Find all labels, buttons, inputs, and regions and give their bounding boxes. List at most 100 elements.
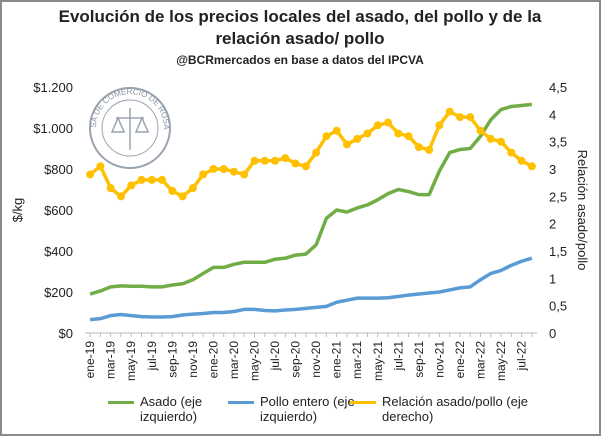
point — [188, 184, 197, 193]
y-tick-label: $200 — [44, 285, 73, 300]
logo-ring — [89, 87, 171, 169]
x-tick-label: mar-22 — [474, 341, 488, 379]
point — [301, 162, 310, 171]
chart-title: Evolución de los precios locales del asa… — [59, 7, 542, 48]
point — [322, 132, 331, 141]
point — [312, 148, 321, 157]
x-tick-label: jul-22 — [515, 341, 529, 372]
x-tick-label: jul-20 — [268, 341, 282, 372]
x-tick-label: nov-19 — [186, 341, 200, 378]
chart-subtitle: @BCRmercados en base a datos del IPCVA — [176, 53, 424, 67]
y2-tick-label: 3 — [549, 162, 556, 177]
y-axis-label: $/kg — [10, 198, 25, 223]
chart-title-line: Evolución de los precios locales del asa… — [59, 7, 542, 26]
point — [394, 129, 403, 138]
point — [137, 175, 146, 184]
point — [455, 113, 464, 122]
legend-label: Asado (eje izquierdo) — [140, 394, 203, 424]
x-tick-label: sep-21 — [412, 341, 426, 378]
x-tick-label: mar-21 — [350, 341, 364, 379]
y2-tick-label: 1 — [549, 271, 556, 286]
point — [486, 134, 495, 143]
point — [199, 170, 208, 179]
logo-ring — [101, 99, 159, 157]
point — [147, 175, 156, 184]
x-tick-label: may-22 — [494, 341, 508, 381]
x-tick-label: ene-21 — [330, 341, 344, 379]
point — [260, 156, 269, 165]
point — [414, 143, 423, 152]
x-tick-label: sep-20 — [289, 341, 303, 378]
legend-swatch — [228, 401, 254, 404]
y-tick-label: $1.000 — [33, 121, 73, 136]
point — [425, 145, 434, 154]
point — [517, 156, 526, 165]
y-tick-label: $0 — [59, 326, 73, 341]
point — [158, 175, 167, 184]
point — [271, 156, 280, 165]
x-tick-label: may-21 — [371, 341, 385, 381]
point — [86, 170, 95, 179]
point — [497, 137, 506, 146]
point — [291, 159, 300, 168]
point — [240, 170, 249, 179]
point — [281, 154, 290, 163]
x-tick-label: ene-20 — [206, 341, 220, 379]
x-tick-label: nov-20 — [309, 341, 323, 378]
point — [476, 126, 485, 135]
series-line — [89, 102, 533, 296]
legend-item: Pollo entero (eje izquierdo) — [228, 394, 365, 424]
point — [353, 134, 362, 143]
y2-axis-label: Relación asado/pollo — [575, 150, 590, 271]
point — [229, 167, 238, 176]
y2-tick-label: 0,5 — [549, 299, 567, 314]
point — [373, 121, 382, 130]
legend-label: Pollo entero (eje izquierdo) — [260, 394, 355, 424]
x-tick-label: ene-19 — [83, 341, 97, 379]
x-tick-label: mar-20 — [227, 341, 241, 379]
point — [342, 140, 351, 149]
point — [96, 162, 105, 171]
point — [106, 184, 115, 193]
y2-tick-label: 3,5 — [549, 135, 567, 150]
point — [384, 118, 393, 127]
point — [116, 192, 125, 201]
point — [250, 156, 259, 165]
legend-label: Relación asado/pollo (eje derecho) — [382, 394, 528, 424]
logo-icon — [110, 108, 150, 150]
y2-tick-label: 2 — [549, 217, 556, 232]
point — [466, 113, 475, 122]
y-tick-label: $400 — [44, 244, 73, 259]
legend-swatch — [350, 401, 376, 404]
chart-title-line: relación asado/ pollo — [215, 29, 384, 48]
point — [209, 165, 218, 173]
x-tick-label: ene-22 — [453, 341, 467, 379]
y-tick-label: $800 — [44, 162, 73, 177]
point — [219, 165, 228, 173]
y-tick-label: $1.200 — [33, 80, 73, 95]
y2-tick-label: 0 — [549, 326, 556, 341]
point — [168, 186, 177, 195]
x-tick-label: sep-19 — [165, 341, 179, 378]
legend-item: Relación asado/pollo (eje derecho) — [350, 394, 532, 424]
x-tick-label: nov-21 — [432, 341, 446, 378]
point — [435, 121, 444, 130]
point — [127, 181, 136, 190]
point — [332, 126, 341, 135]
point — [445, 107, 454, 116]
y2-tick-label: 1,5 — [549, 244, 567, 259]
point — [527, 162, 536, 171]
x-tick-label: may-20 — [248, 341, 262, 381]
y2-tick-label: 4,5 — [549, 80, 567, 95]
legend-item: Asado (eje izquierdo) — [108, 394, 240, 424]
y2-tick-label: 4 — [549, 107, 556, 122]
point — [404, 132, 413, 141]
legend-swatch — [108, 401, 134, 404]
y2-tick-label: 2,5 — [549, 189, 567, 204]
point — [363, 129, 372, 138]
point — [178, 192, 187, 201]
y-tick-label: $600 — [44, 203, 73, 218]
